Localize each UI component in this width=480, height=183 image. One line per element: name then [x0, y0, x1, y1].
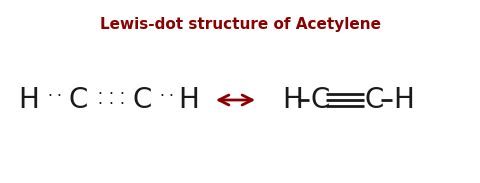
- Text: ·: ·: [97, 98, 102, 113]
- Text: H: H: [393, 86, 414, 114]
- Text: C: C: [132, 86, 151, 114]
- Text: C: C: [310, 86, 329, 114]
- Text: H: H: [18, 86, 39, 114]
- Text: H: H: [178, 86, 199, 114]
- Text: ·: ·: [57, 89, 61, 104]
- Text: ·: ·: [108, 87, 113, 102]
- Text: C: C: [365, 86, 384, 114]
- Text: ·: ·: [48, 89, 52, 104]
- Text: ·: ·: [108, 98, 113, 113]
- Text: ·: ·: [159, 89, 165, 104]
- Text: ·: ·: [97, 87, 102, 102]
- Text: ·: ·: [120, 87, 124, 102]
- Text: H: H: [282, 86, 303, 114]
- Text: Lewis-dot structure of Acetylene: Lewis-dot structure of Acetylene: [99, 18, 381, 33]
- Text: C: C: [68, 86, 87, 114]
- Text: ·: ·: [168, 89, 173, 104]
- Text: ·: ·: [120, 98, 124, 113]
